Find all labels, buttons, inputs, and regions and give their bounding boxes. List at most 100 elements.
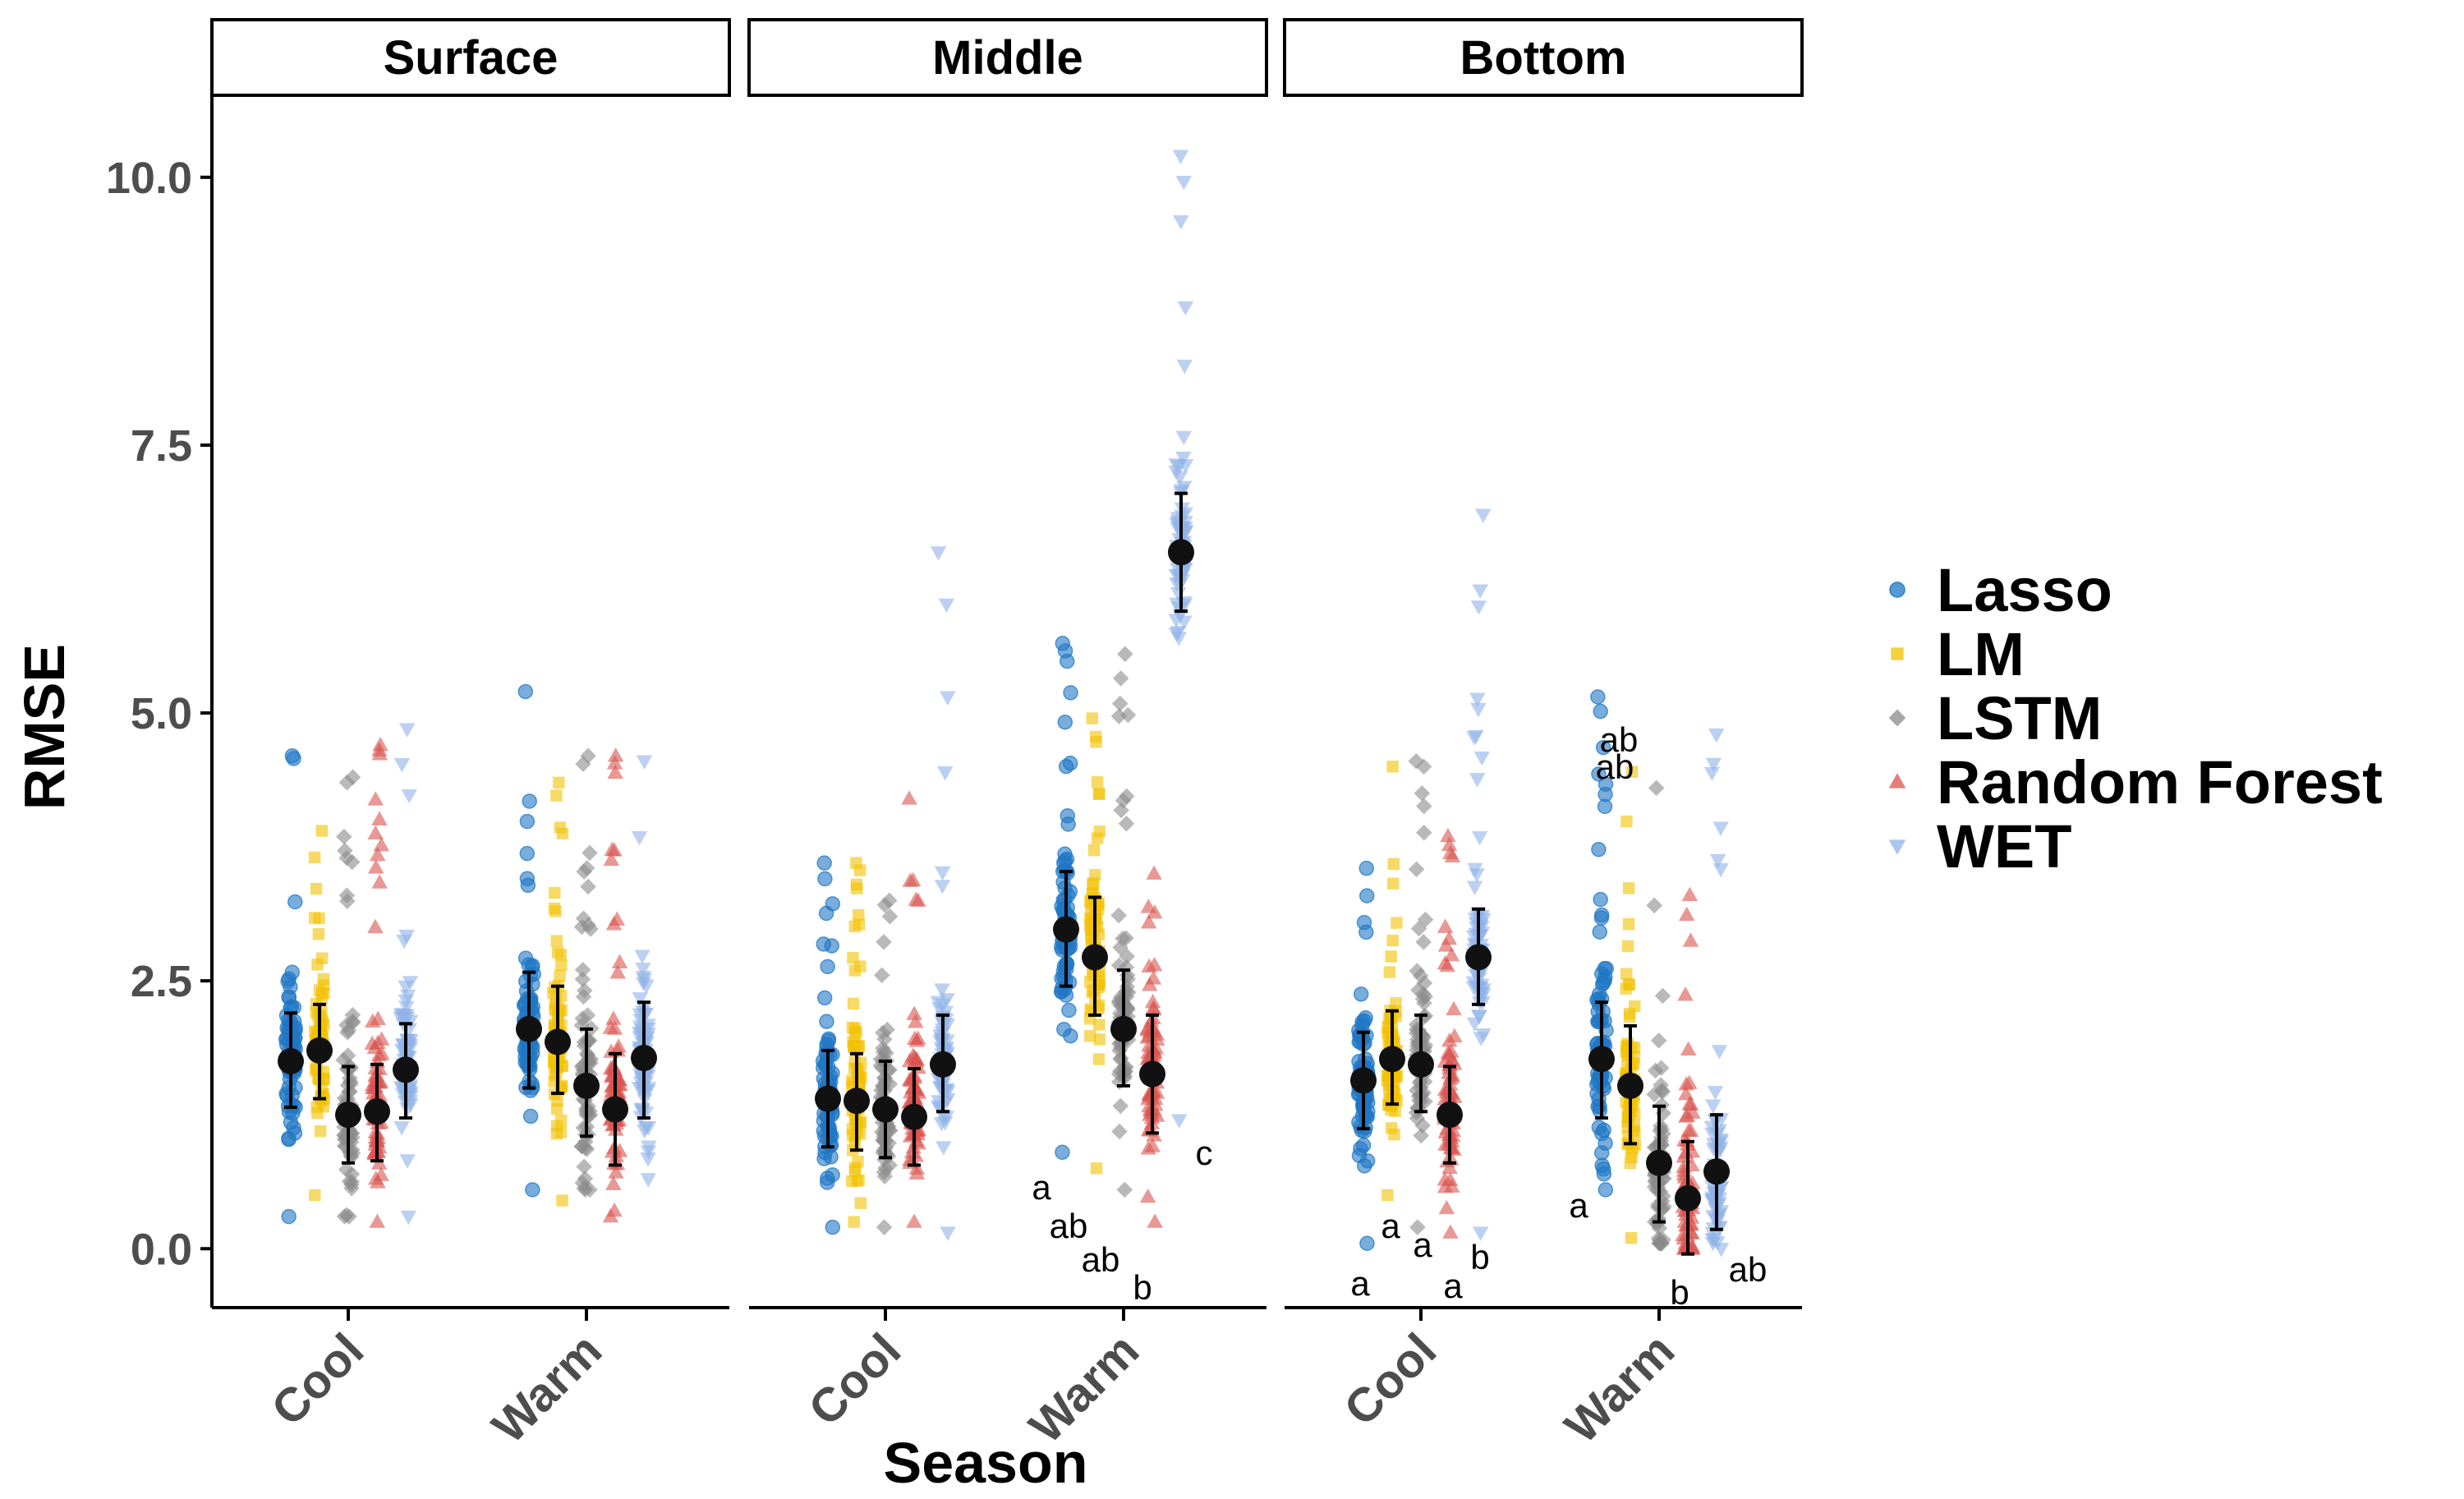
data-point xyxy=(634,950,650,964)
data-point xyxy=(606,1020,623,1035)
data-point xyxy=(605,1175,622,1190)
data-point xyxy=(1646,897,1662,914)
data-point xyxy=(286,1120,301,1136)
data-point xyxy=(553,776,565,789)
data-point xyxy=(825,896,841,912)
data-point xyxy=(1409,1037,1426,1055)
data-point xyxy=(1092,1053,1106,1065)
data-point xyxy=(1470,600,1487,615)
data-point xyxy=(881,1061,898,1078)
significance-letter: a xyxy=(1413,1225,1432,1264)
mean-marker xyxy=(1082,944,1108,971)
data-point xyxy=(934,880,951,894)
data-point xyxy=(1416,1039,1433,1056)
data-point xyxy=(371,811,388,825)
mean-marker xyxy=(1588,1046,1615,1073)
mean-marker xyxy=(516,1015,542,1042)
data-point xyxy=(1111,1042,1128,1059)
data-point xyxy=(1414,1117,1431,1134)
mean-marker xyxy=(1379,1046,1405,1073)
data-point xyxy=(935,1141,952,1156)
data-point xyxy=(1442,1171,1459,1187)
data-point xyxy=(523,991,539,1007)
data-point xyxy=(1358,888,1375,904)
y-tick-label: 0.0 xyxy=(131,1225,192,1274)
facet-panels: Surface Middle Bottom xyxy=(210,18,1804,97)
data-point xyxy=(1087,844,1101,857)
data-point xyxy=(1712,821,1729,836)
data-point xyxy=(517,683,534,700)
data-point xyxy=(938,1110,954,1125)
legend-key-lasso xyxy=(1889,582,1905,598)
legend-label: Lasso xyxy=(1937,556,2112,624)
data-point xyxy=(853,864,867,876)
data-point xyxy=(1414,785,1431,802)
data-point xyxy=(1168,465,1184,481)
data-point xyxy=(398,994,415,1009)
data-point xyxy=(1597,973,1613,988)
data-point xyxy=(1467,862,1483,878)
data-point xyxy=(1681,886,1699,902)
mean-marker xyxy=(1110,1015,1137,1042)
data-point xyxy=(1592,924,1607,940)
legend-label: LM xyxy=(1937,620,2025,688)
data-point xyxy=(574,971,591,987)
legend-key-wet xyxy=(1888,839,1906,855)
data-point xyxy=(1139,1188,1156,1203)
data-point xyxy=(608,1164,624,1179)
data-point xyxy=(311,959,324,971)
data-point xyxy=(366,1143,383,1158)
data-point xyxy=(373,1166,389,1181)
mean-marker xyxy=(1139,1060,1165,1087)
significance-letter: ab xyxy=(1082,1240,1120,1279)
significance-letter: a xyxy=(1350,1264,1370,1303)
data-point xyxy=(520,877,536,894)
data-point xyxy=(610,1038,627,1053)
data-point xyxy=(1168,628,1185,642)
data-point xyxy=(1387,858,1400,871)
data-point xyxy=(1383,966,1396,978)
data-point xyxy=(934,983,950,998)
data-point xyxy=(1058,758,1074,775)
data-point xyxy=(1354,1014,1370,1030)
data-point xyxy=(1703,766,1721,782)
data-point xyxy=(1146,1001,1162,1016)
data-point xyxy=(575,910,592,927)
data-point xyxy=(1590,689,1606,705)
data-point xyxy=(1441,930,1458,945)
data-point xyxy=(554,821,567,834)
data-point xyxy=(641,1140,657,1155)
legend-key-random-forest xyxy=(1888,773,1906,789)
significance-letter: a xyxy=(1381,1207,1400,1245)
data-point xyxy=(853,908,865,922)
data-point xyxy=(1091,832,1104,844)
data-point xyxy=(930,546,947,561)
data-point xyxy=(848,1216,860,1228)
data-point xyxy=(1439,957,1456,973)
data-point xyxy=(1177,301,1194,316)
data-point xyxy=(640,1121,657,1136)
data-point xyxy=(1061,1002,1077,1018)
data-point xyxy=(1654,987,1671,1005)
data-point xyxy=(820,959,835,975)
y-tick-label: 2.5 xyxy=(131,957,192,1006)
data-point xyxy=(1385,950,1397,963)
mean-marker xyxy=(1646,1149,1672,1176)
data-point xyxy=(1117,646,1133,663)
data-point xyxy=(573,918,591,936)
data-point xyxy=(1408,861,1425,878)
data-point xyxy=(1168,614,1184,628)
data-point xyxy=(1712,862,1729,878)
mean-marker xyxy=(393,1056,419,1083)
data-point xyxy=(281,971,297,986)
mean-marker xyxy=(573,1072,600,1099)
mean-marker xyxy=(1465,944,1492,971)
data-point xyxy=(1622,917,1635,931)
data-point xyxy=(1591,986,1607,1002)
data-point xyxy=(309,1189,321,1202)
data-point xyxy=(369,846,386,862)
data-point xyxy=(1145,970,1162,985)
data-point xyxy=(876,934,892,950)
data-point xyxy=(640,1173,657,1188)
